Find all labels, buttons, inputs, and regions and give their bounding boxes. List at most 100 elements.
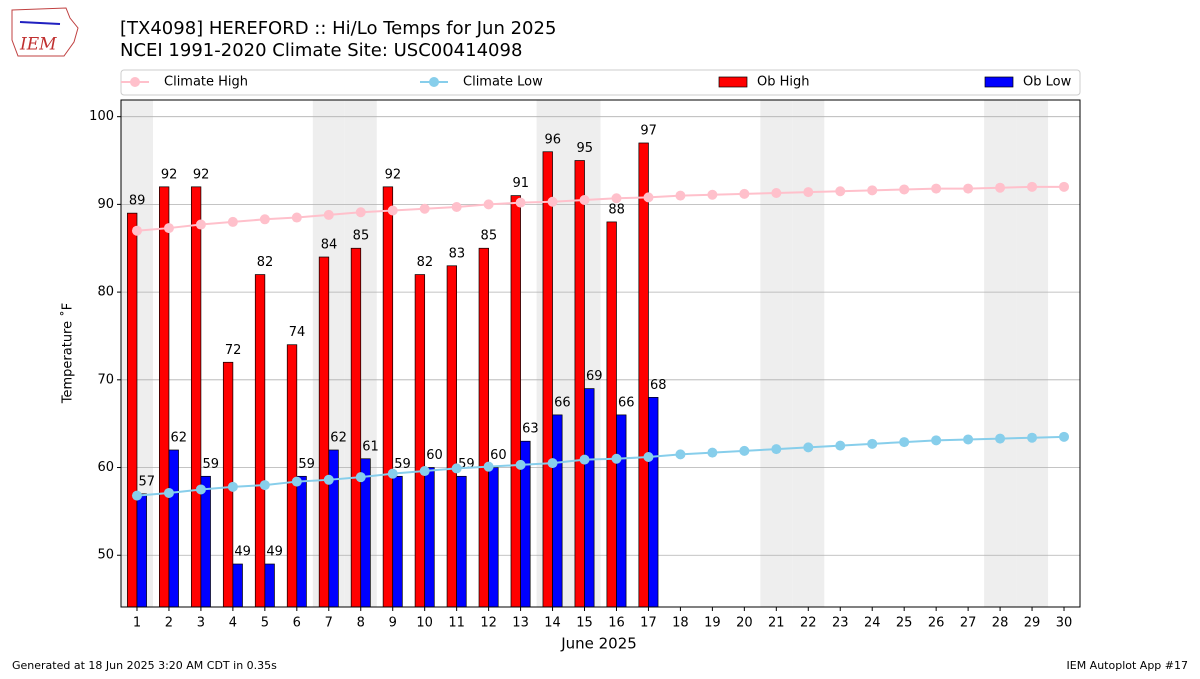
logo-text: IEM <box>19 35 57 55</box>
bar-value-label: 82 <box>417 255 434 270</box>
logo: IEM <box>11 7 79 57</box>
bar-value-label: 62 <box>170 430 187 445</box>
bar <box>414 274 426 608</box>
line-marker <box>675 190 686 201</box>
line-marker <box>643 452 654 463</box>
x-tick-label: 1 <box>133 616 141 631</box>
x-tick-label: 12 <box>480 616 497 631</box>
bar-value-label: 91 <box>513 176 530 191</box>
x-tick-label: 11 <box>448 616 465 631</box>
legend-swatch <box>984 76 1014 88</box>
x-tick-label: 20 <box>736 616 753 631</box>
footer-left: Generated at 18 Jun 2025 3:20 AM CDT in … <box>12 659 277 672</box>
legend-marker <box>130 77 140 87</box>
bar <box>648 397 659 608</box>
line-marker <box>995 433 1006 444</box>
line-marker <box>387 205 398 216</box>
x-tick-label: 23 <box>832 616 849 631</box>
line-marker <box>291 212 302 223</box>
x-tick-label: 7 <box>325 616 333 631</box>
line-marker <box>355 207 366 218</box>
bar <box>136 493 147 608</box>
y-tick-label: 70 <box>97 372 114 387</box>
line-marker <box>579 454 590 465</box>
bar-value-label: 68 <box>650 378 667 393</box>
bar-value-label: 63 <box>522 422 539 437</box>
line-marker <box>515 459 526 470</box>
bar <box>584 388 595 608</box>
line-marker <box>323 209 334 220</box>
line-marker <box>867 185 878 196</box>
line-marker <box>227 216 238 227</box>
x-tick-label: 6 <box>293 616 301 631</box>
legend-label: Ob Low <box>1023 75 1072 90</box>
chart-title: [TX4098] HEREFORD :: Hi/Lo Temps for Jun… <box>120 18 556 39</box>
bar-value-label: 97 <box>640 123 657 138</box>
bar <box>424 467 435 608</box>
bar-value-label: 82 <box>257 255 274 270</box>
bar-value-label: 92 <box>385 167 402 182</box>
line-marker <box>803 187 814 198</box>
x-tick-label: 8 <box>357 616 365 631</box>
y-tick-label: 80 <box>97 285 114 300</box>
legend-label: Ob High <box>757 75 810 90</box>
x-tick-label: 16 <box>608 616 625 631</box>
bar-value-label: 84 <box>321 238 338 253</box>
line-marker <box>963 183 974 194</box>
y-tick-label: 100 <box>89 109 114 124</box>
bar <box>254 274 266 608</box>
line-marker <box>1027 181 1038 192</box>
y-tick-label: 60 <box>97 460 114 475</box>
bar-value-label: 69 <box>586 369 603 384</box>
x-tick-label: 19 <box>704 616 721 631</box>
y-axis-label: Temperature ˚F <box>60 303 76 404</box>
bar-value-label: 74 <box>289 325 306 340</box>
bar-value-label: 66 <box>618 395 635 410</box>
bar <box>328 449 339 608</box>
x-tick-label: 17 <box>640 616 657 631</box>
bar-value-label: 85 <box>353 229 370 244</box>
bar-value-label: 66 <box>554 395 571 410</box>
line-marker <box>259 214 270 225</box>
bar-value-label: 83 <box>449 246 466 261</box>
x-tick-label: 9 <box>389 616 397 631</box>
line <box>136 185 1065 232</box>
line-marker <box>1059 181 1070 192</box>
line-marker <box>707 189 718 200</box>
x-tick-label: 13 <box>512 616 529 631</box>
bar <box>616 414 627 608</box>
bar <box>478 247 489 608</box>
bar <box>232 563 243 608</box>
x-axis-label: June 2025 <box>560 635 637 653</box>
line-marker <box>195 484 206 495</box>
line-marker <box>803 442 814 453</box>
bar-value-label: 60 <box>426 448 443 463</box>
x-tick-label: 28 <box>992 616 1009 631</box>
y-tick-label: 50 <box>97 548 114 563</box>
x-tick-label: 26 <box>928 616 945 631</box>
line-marker <box>643 192 654 203</box>
line-marker <box>419 203 430 214</box>
line-marker <box>483 199 494 210</box>
bar-value-label: 89 <box>129 194 146 209</box>
bar <box>127 212 138 608</box>
bar <box>296 475 307 608</box>
x-tick-label: 3 <box>197 616 205 631</box>
line-marker <box>195 219 206 230</box>
bar-value-label: 95 <box>576 141 593 156</box>
x-tick-label: 29 <box>1024 616 1041 631</box>
x-tick-label: 2 <box>165 616 173 631</box>
line-marker <box>579 194 590 205</box>
line-marker <box>323 474 334 485</box>
bar-value-label: 59 <box>298 457 315 472</box>
x-tick-label: 4 <box>229 616 237 631</box>
x-tick-label: 5 <box>261 616 269 631</box>
line-marker <box>771 187 782 198</box>
line-marker <box>483 461 494 472</box>
x-tick-label: 21 <box>768 616 785 631</box>
legend-swatch <box>718 76 748 88</box>
bar <box>382 186 394 608</box>
line-marker <box>611 193 622 204</box>
bar <box>446 265 457 608</box>
x-tick-label: 18 <box>672 616 689 631</box>
